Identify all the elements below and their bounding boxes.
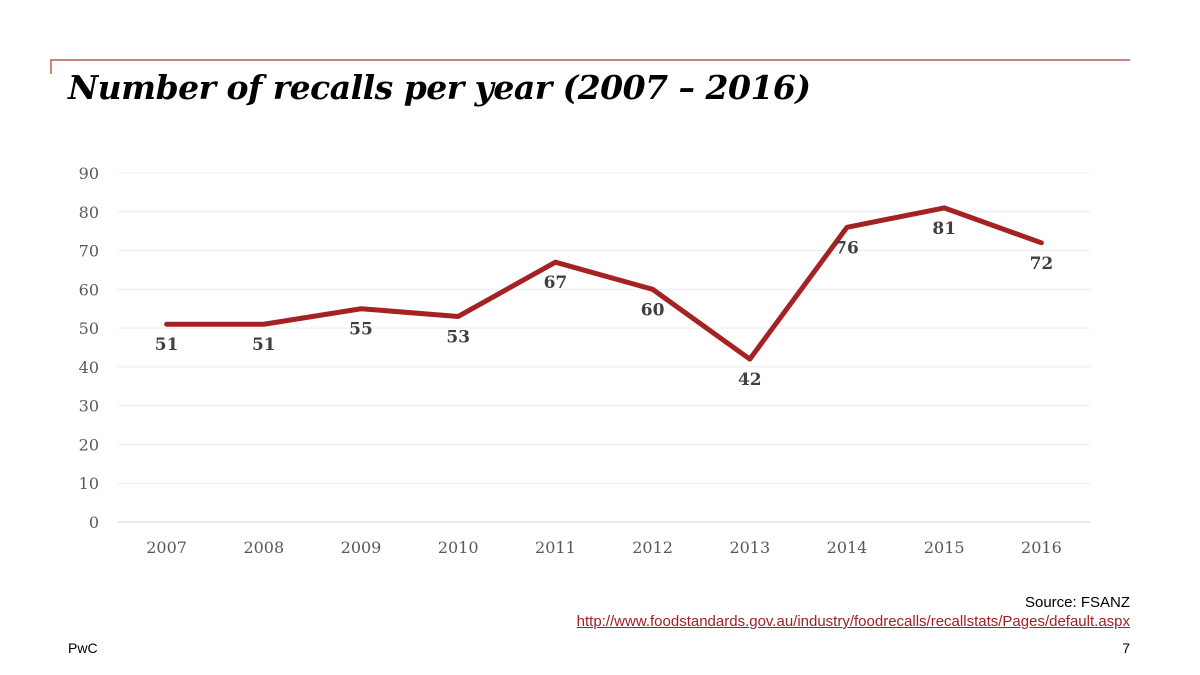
y-tick-label: 0 bbox=[89, 513, 99, 532]
x-tick-label: 2015 bbox=[924, 538, 965, 557]
data-label: 72 bbox=[1030, 254, 1054, 274]
data-label: 55 bbox=[349, 320, 373, 340]
footer-brand: PwC bbox=[68, 640, 98, 656]
y-tick-label: 70 bbox=[79, 242, 99, 261]
data-label: 51 bbox=[155, 335, 179, 355]
header-rule bbox=[50, 59, 1130, 61]
data-label: 76 bbox=[835, 238, 859, 258]
x-tick-label: 2010 bbox=[438, 538, 479, 557]
data-label: 60 bbox=[641, 300, 665, 320]
chart-title: Number of recalls per year (2007 – 2016) bbox=[68, 68, 811, 107]
y-tick-label: 50 bbox=[79, 319, 99, 338]
x-tick-label: 2008 bbox=[243, 538, 284, 557]
source-label: Source: FSANZ bbox=[1024, 594, 1130, 611]
series-line bbox=[164, 205, 1044, 362]
data-label: 51 bbox=[252, 335, 276, 355]
x-tick-label: 2014 bbox=[827, 538, 868, 557]
y-tick-label: 40 bbox=[79, 358, 99, 377]
y-tick-label: 10 bbox=[79, 474, 99, 493]
y-tick-label: 20 bbox=[79, 435, 99, 454]
x-tick-label: 2007 bbox=[146, 538, 187, 557]
data-label: 81 bbox=[932, 219, 956, 239]
data-label: 42 bbox=[738, 370, 762, 390]
source-link[interactable]: http://www.foodstandards.gov.au/industry… bbox=[576, 613, 1130, 630]
x-tick-label: 2011 bbox=[535, 538, 576, 557]
data-label: 67 bbox=[544, 273, 568, 293]
y-tick-label: 60 bbox=[79, 280, 99, 299]
x-tick-label: 2016 bbox=[1021, 538, 1062, 557]
y-tick-label: 80 bbox=[79, 203, 99, 222]
data-label: 53 bbox=[446, 327, 470, 347]
y-tick-label: 30 bbox=[79, 397, 99, 416]
x-tick-label: 2013 bbox=[729, 538, 770, 557]
y-tick-label: 90 bbox=[79, 164, 99, 183]
x-tick-label: 2009 bbox=[341, 538, 382, 557]
header-rule-tick bbox=[50, 59, 52, 74]
page-number: 7 bbox=[1122, 640, 1130, 656]
x-tick-label: 2012 bbox=[632, 538, 673, 557]
